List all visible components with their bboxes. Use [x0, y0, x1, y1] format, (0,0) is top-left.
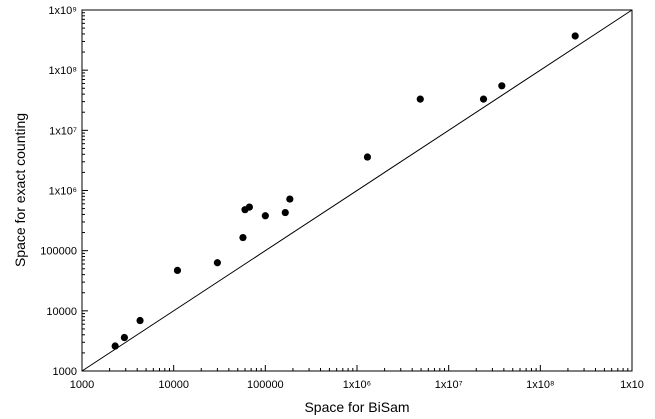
- x-axis-label: Space for BiSam: [304, 399, 409, 415]
- x-axis: 1000 10000 100000 1x10⁶ 1x10⁷ 1x10⁸ 1x10: [70, 365, 644, 391]
- x-tick-label: 1000: [70, 379, 94, 391]
- x-tick-label: 1x10⁶: [343, 379, 371, 391]
- x-tick-label: 100000: [247, 379, 284, 391]
- data-point: [239, 233, 247, 242]
- data-point: [136, 316, 144, 325]
- data-point: [111, 342, 119, 350]
- y-tick-label: 100000: [40, 246, 77, 258]
- x-tick-label: 1x10⁸: [526, 379, 555, 391]
- x-tick-label: 10000: [158, 379, 189, 391]
- data-point: [281, 208, 289, 217]
- y-tick-label: 1x10⁷: [49, 125, 77, 137]
- reference-diagonal-line: [81, 9, 633, 372]
- x-tick-label: 1x10⁷: [435, 379, 463, 391]
- data-point: [286, 195, 294, 203]
- data-points: [111, 32, 579, 350]
- y-axis-label: Space for exact counting: [12, 113, 28, 267]
- data-point: [120, 333, 128, 342]
- y-tick-label: 1000: [53, 366, 77, 378]
- y-tick-label: 1x10⁶: [49, 186, 77, 198]
- data-point: [245, 203, 253, 211]
- data-point: [498, 82, 506, 90]
- y-tick-label: 1x10⁹: [48, 5, 77, 17]
- y-tick-label: 1x10⁸: [49, 65, 78, 77]
- y-axis: 1000 10000 100000 1x10⁶ 1x10⁷ 1x10⁸ 1x10⁹: [40, 5, 88, 378]
- data-point: [173, 266, 182, 274]
- x-tick-label: 1x10: [620, 379, 644, 391]
- data-point: [479, 95, 488, 103]
- data-point: [213, 259, 222, 267]
- data-point: [571, 32, 579, 40]
- data-point: [261, 212, 269, 220]
- y-tick-label: 10000: [46, 306, 77, 318]
- data-point: [416, 95, 424, 103]
- data-point: [363, 153, 372, 161]
